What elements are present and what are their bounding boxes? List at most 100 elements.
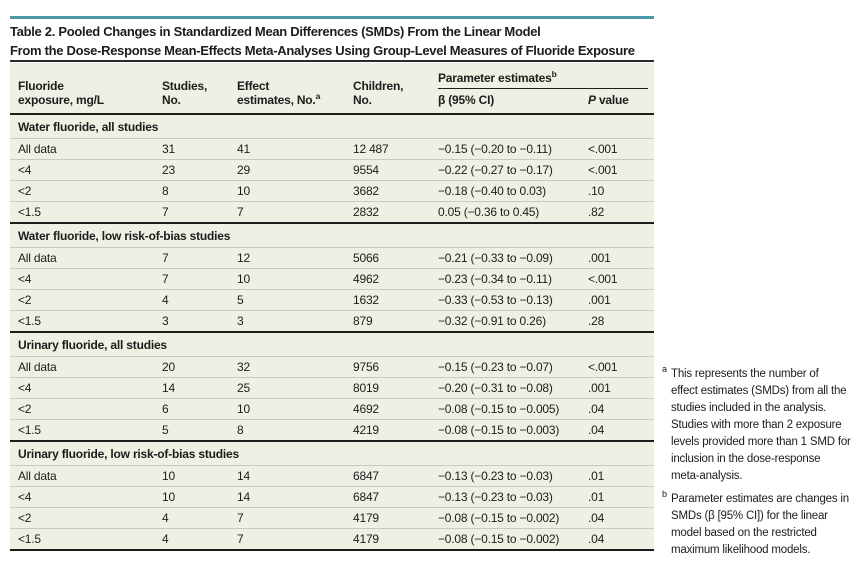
table-cell: 6847	[353, 469, 379, 483]
table-cell: 3	[162, 314, 169, 328]
column-header-fluoride-exposure: Fluoride exposure, mg/L	[18, 79, 104, 107]
table-row: <4 7 10 4962 −0.23 (−0.34 to −0.11) <.001	[10, 268, 654, 289]
table-row: All data 7 12 5066 −0.21 (−0.33 to −0.09) .00…	[10, 247, 654, 268]
table-title-line2: From the Dose-Response Mean-Effects Meta…	[10, 43, 635, 58]
table-cell: 5066	[353, 251, 379, 265]
table-cell: <.001	[588, 142, 618, 156]
table-cell: <1.5	[18, 423, 41, 437]
table-cell: <2	[18, 184, 32, 198]
column-group-parameter-estimates: Parameter estimatesb	[438, 63, 648, 89]
table-cell: 10	[237, 402, 250, 416]
table-cell: All data	[18, 469, 57, 483]
table-cell: −0.15 (−0.20 to −0.11)	[438, 142, 552, 156]
table-cell: All data	[18, 142, 57, 156]
table-top-accent-rule	[10, 16, 654, 19]
column-header-effect-estimates-label: Effect estimates, No.	[237, 79, 316, 107]
table-row: <4 23 29 9554 −0.22 (−0.27 to −0.17) <.001	[10, 159, 654, 180]
footnote-b-reference: b	[551, 69, 557, 79]
table-cell: .82	[588, 205, 605, 219]
table-row: All data 20 32 9756 −0.15 (−0.23 to −0.07) <.…	[10, 356, 654, 377]
table-cell: 12 487	[353, 142, 389, 156]
table-cell: <1.5	[18, 205, 41, 219]
footnotes: a This represents the number of effect e…	[662, 364, 868, 565]
table-cell: −0.32 (−0.91 to 0.26)	[438, 314, 546, 328]
table-cell: 4179	[353, 511, 379, 525]
table-cell: 7	[237, 511, 244, 525]
table-cell: 3682	[353, 184, 379, 198]
table-row: All data 31 41 12 487 −0.15 (−0.20 to −0.11)…	[10, 138, 654, 159]
table-cell: 9554	[353, 163, 379, 177]
table-row: All data 10 14 6847 −0.13 (−0.23 to −0.03) .0…	[10, 465, 654, 486]
table-cell: 6847	[353, 490, 379, 504]
table-cell: <4	[18, 163, 32, 177]
table-cell: <4	[18, 272, 32, 286]
table-cell: 3	[237, 314, 244, 328]
table-row: <2 8 10 3682 −0.18 (−0.40 to 0.03) .10	[10, 180, 654, 201]
table-cell: −0.22 (−0.27 to −0.17)	[438, 163, 553, 177]
table-cell: 10	[237, 184, 250, 198]
table-cell: 7	[162, 251, 169, 265]
section-header-row: Water fluoride, low risk-of-bias studies	[10, 222, 654, 247]
table-cell: <.001	[588, 360, 618, 374]
table-cell: <.001	[588, 272, 618, 286]
table-row: <2 4 5 1632 −0.33 (−0.53 to −0.13) .001	[10, 289, 654, 310]
table-cell: −0.08 (−0.15 to −0.002)	[438, 511, 560, 525]
table-row: <2 4 7 4179 −0.08 (−0.15 to −0.002) .04	[10, 507, 654, 528]
table-title: Table 2. Pooled Changes in Standardized …	[10, 22, 660, 60]
table-cell: −0.13 (−0.23 to −0.03)	[438, 490, 553, 504]
table-cell: 0.05 (−0.36 to 0.45)	[438, 205, 540, 219]
table-cell: <4	[18, 381, 32, 395]
table-header-row: Fluoride exposure, mg/L Studies, No. Eff…	[10, 63, 654, 113]
table-cell: 8	[162, 184, 169, 198]
table-cell: 14	[162, 381, 175, 395]
column-header-children: Children, No.	[353, 79, 404, 107]
table-cell: 29	[237, 163, 250, 177]
table-row: <1.5 4 7 4179 −0.08 (−0.15 to −0.002) .04	[10, 528, 654, 549]
section-header-row: Urinary fluoride, low risk-of-bias studi…	[10, 440, 654, 465]
table-cell: 8	[237, 423, 244, 437]
table-cell: 6	[162, 402, 169, 416]
table-cell: .28	[588, 314, 605, 328]
table-cell: 5	[237, 293, 244, 307]
table-cell: −0.33 (−0.53 to −0.13)	[438, 293, 553, 307]
table-cell: <2	[18, 293, 32, 307]
footnote-a-reference: a	[315, 91, 321, 101]
title-divider-rule	[10, 60, 654, 62]
table-cell: .04	[588, 511, 605, 525]
table-cell: −0.18 (−0.40 to 0.03)	[438, 184, 546, 198]
table-cell: 14	[237, 469, 250, 483]
table-cell: All data	[18, 251, 57, 265]
table-cell: 1632	[353, 293, 379, 307]
table-cell: 8019	[353, 381, 379, 395]
table-cell: 10	[162, 490, 175, 504]
table-row: <4 14 25 8019 −0.20 (−0.31 to −0.08) .001	[10, 377, 654, 398]
column-group-parameter-estimates-label: Parameter estimates	[438, 71, 552, 85]
table-cell: <1.5	[18, 314, 41, 328]
table-title-line1: Table 2. Pooled Changes in Standardized …	[10, 24, 541, 39]
table-cell: .01	[588, 490, 605, 504]
table-cell: 2832	[353, 205, 379, 219]
column-header-beta-ci: β (95% CI)	[438, 93, 495, 107]
table-row: <2 6 10 4692 −0.08 (−0.15 to −0.005) .04	[10, 398, 654, 419]
table-cell: −0.08 (−0.15 to −0.005)	[438, 402, 560, 416]
table-cell: −0.13 (−0.23 to −0.03)	[438, 469, 553, 483]
table-cell: 10	[162, 469, 175, 483]
table-cell: 4962	[353, 272, 379, 286]
column-header-studies: Studies, No.	[162, 79, 208, 107]
table-cell: 879	[353, 314, 373, 328]
table-cell: 4219	[353, 423, 379, 437]
table-cell: .04	[588, 423, 605, 437]
table-cell: All data	[18, 360, 57, 374]
table-cell: 7	[237, 532, 244, 546]
table-cell: 12	[237, 251, 250, 265]
table-cell: −0.08 (−0.15 to −0.002)	[438, 532, 560, 546]
data-table: Fluoride exposure, mg/L Studies, No. Eff…	[10, 63, 654, 551]
table-cell: 4692	[353, 402, 379, 416]
table-cell: −0.23 (−0.34 to −0.11)	[438, 272, 552, 286]
table-cell: <.001	[588, 163, 618, 177]
section-header-row: Water fluoride, all studies	[10, 113, 654, 138]
table-cell: .001	[588, 251, 611, 265]
footnote-b-text: Parameter estimates are changes in SMDs …	[671, 493, 849, 556]
footnote-a: a This represents the number of effect e…	[662, 364, 851, 483]
table-cell: 41	[237, 142, 250, 156]
